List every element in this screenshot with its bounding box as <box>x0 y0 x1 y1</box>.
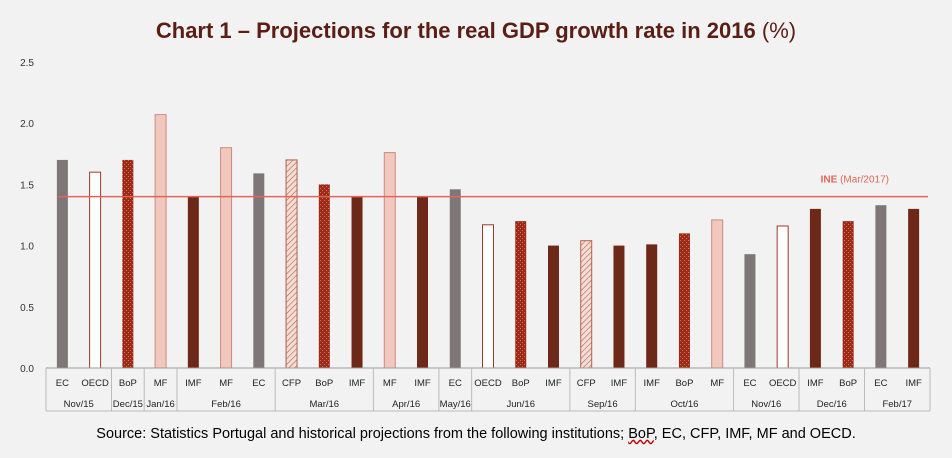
period-label: Mar/16 <box>310 399 340 410</box>
x-tick-label: IMF <box>807 378 824 389</box>
x-tick-label: IMF <box>185 378 202 389</box>
bar-imf <box>547 245 559 368</box>
y-tick-label: 0.5 <box>20 303 34 314</box>
bar-imf <box>908 208 920 368</box>
bar-ec <box>744 254 756 368</box>
source-highlight: BoP <box>628 426 654 442</box>
x-tick-label: MF <box>154 378 168 389</box>
chart-title: Chart 1 – Projections for the real GDP g… <box>0 18 952 44</box>
source-prefix: Source: Statistics Portugal and historic… <box>96 426 629 442</box>
period-label: Jan/16 <box>146 399 175 410</box>
bar-mf <box>220 147 233 369</box>
bar-imf <box>417 196 429 368</box>
period-label: Oct/16 <box>670 399 698 410</box>
bar-bop <box>318 184 330 368</box>
bar-chart: 0.0 0.5 1.0 1.5 2.0 2.5 INE (Mar/2017) EC OECD… <box>20 58 931 412</box>
bar-bop <box>515 221 527 368</box>
y-tick-label: 0.0 <box>20 364 34 375</box>
period-label: Jun/16 <box>506 399 535 410</box>
x-tick-label: OECD <box>81 378 109 389</box>
y-tick-label: 2.5 <box>20 58 34 69</box>
x-tick-label: EC <box>874 378 887 389</box>
x-tick-label: IMF <box>414 378 431 389</box>
reference-line-label: INE (Mar/2017) <box>821 175 889 186</box>
source-note: Source: Statistics Portugal and historic… <box>0 426 952 442</box>
period-label: Dec/15 <box>113 399 143 410</box>
bar-mf <box>154 114 167 369</box>
source-suffix: , EC, CFP, IMF, MF and OECD. <box>653 426 856 442</box>
x-tick-label: OECD <box>474 378 502 389</box>
x-tick-label: OECD <box>769 378 797 389</box>
period-label: Apr/16 <box>392 399 420 410</box>
period-label: Nov/16 <box>751 399 781 410</box>
bar-imf <box>809 208 821 368</box>
period-label: Feb/16 <box>211 399 241 410</box>
x-tick-label: IMF <box>545 378 562 389</box>
bar-ec <box>875 205 887 368</box>
period-label: Dec/16 <box>817 399 847 410</box>
reference-line-label-sub: (Mar/2017) <box>840 175 889 186</box>
period-label: Sep/16 <box>588 399 618 410</box>
x-tick-label: BoP <box>512 378 530 389</box>
x-tick-label: IMF <box>644 378 661 389</box>
bar-imf <box>351 196 363 368</box>
period-label: Feb/17 <box>882 399 912 410</box>
bar-oecd <box>482 224 494 369</box>
x-tick-label: IMF <box>611 378 628 389</box>
bar-imf <box>613 245 625 368</box>
bar-mf <box>383 152 396 369</box>
x-tick-label: EC <box>56 378 69 389</box>
bar-cfp <box>580 240 593 369</box>
x-tick-label: EC <box>743 378 756 389</box>
bar-oecd <box>89 171 102 369</box>
x-tick-label: BoP <box>119 378 137 389</box>
x-tick-label: EC <box>449 378 462 389</box>
x-tick-label: BoP <box>675 378 693 389</box>
bars-group <box>56 114 920 369</box>
bar-imf <box>646 244 658 368</box>
y-tick-label: 2.0 <box>20 119 34 130</box>
y-tick-label: 1.0 <box>20 242 34 253</box>
x-tick-label: IMF <box>349 378 366 389</box>
reference-line-group: INE (Mar/2017) <box>58 175 928 198</box>
period-label: Nov/15 <box>64 399 94 410</box>
x-tick-label: BoP <box>315 378 333 389</box>
chart-title-unit: (%) <box>761 18 797 43</box>
reference-line-label-main: INE <box>821 175 840 186</box>
bar-ec <box>449 189 461 368</box>
x-tick-label: IMF <box>905 378 922 389</box>
y-axis: 0.0 0.5 1.0 1.5 2.0 2.5 <box>20 58 34 375</box>
period-label: May/16 <box>440 399 471 410</box>
bar-cfp <box>285 159 298 369</box>
x-tick-label: MF <box>219 378 233 389</box>
chart-title-text: Chart 1 – Projections for the real GDP g… <box>155 18 756 43</box>
bar-bop <box>842 221 854 368</box>
bar-ec <box>56 159 68 368</box>
x-tick-label: BoP <box>839 378 857 389</box>
x-tick-label: EC <box>252 378 265 389</box>
bar-mf <box>711 219 724 369</box>
bar-oecd <box>776 225 789 369</box>
x-tick-label: MF <box>383 378 397 389</box>
bar-imf <box>187 196 199 368</box>
bar-ec <box>253 173 265 368</box>
x-axis: EC OECD BoP MF IMF MF EC CFP BoP IMF MF IMF EC OECD Bo… <box>45 367 931 412</box>
x-tick-label: MF <box>710 378 724 389</box>
bar-bop <box>122 159 134 368</box>
x-tick-label: CFP <box>577 378 596 389</box>
y-tick-label: 1.5 <box>20 180 34 191</box>
bar-bop <box>678 233 690 368</box>
x-tick-label: CFP <box>282 378 301 389</box>
